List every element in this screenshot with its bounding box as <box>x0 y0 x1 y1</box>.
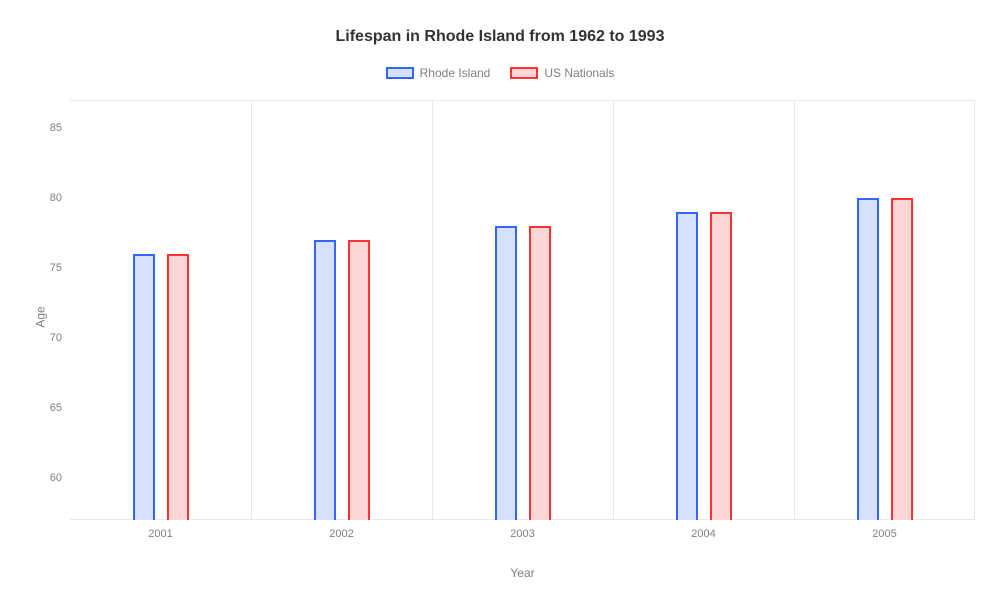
bar <box>314 240 336 520</box>
y-tick-label: 70 <box>50 332 62 344</box>
chart-title: Lifespan in Rhode Island from 1962 to 19… <box>0 28 1000 46</box>
axis-baseline <box>70 519 975 520</box>
legend-label-rhode-island: Rhode Island <box>420 66 491 80</box>
legend-item-us-nationals: US Nationals <box>510 66 614 80</box>
x-tick-label: 2001 <box>148 528 172 540</box>
bar <box>676 212 698 520</box>
bar <box>891 198 913 520</box>
grid-line-vertical <box>613 100 614 520</box>
bar <box>529 226 551 520</box>
bar <box>710 212 732 520</box>
grid-line-horizontal <box>70 100 975 101</box>
bar <box>348 240 370 520</box>
grid-line-vertical <box>974 100 975 520</box>
bar <box>133 254 155 520</box>
x-tick-label: 2005 <box>872 528 896 540</box>
bar <box>167 254 189 520</box>
plot-area: 60657075808520012002200320042005 <box>70 100 975 520</box>
y-tick-label: 80 <box>50 192 62 204</box>
legend-swatch-rhode-island <box>386 67 414 79</box>
legend: Rhode Island US Nationals <box>0 66 1000 80</box>
y-tick-label: 65 <box>50 402 62 414</box>
legend-swatch-us-nationals <box>510 67 538 79</box>
y-tick-label: 75 <box>50 262 62 274</box>
grid-line-vertical <box>794 100 795 520</box>
x-axis-label: Year <box>510 566 534 580</box>
y-axis-label: Age <box>33 306 47 327</box>
chart-container: Lifespan in Rhode Island from 1962 to 19… <box>0 0 1000 600</box>
legend-item-rhode-island: Rhode Island <box>386 66 491 80</box>
grid-line-vertical <box>432 100 433 520</box>
x-tick-label: 2002 <box>329 528 353 540</box>
y-tick-label: 60 <box>50 472 62 484</box>
x-tick-label: 2003 <box>510 528 534 540</box>
bar <box>495 226 517 520</box>
x-tick-label: 2004 <box>691 528 715 540</box>
legend-label-us-nationals: US Nationals <box>544 66 614 80</box>
bar <box>857 198 879 520</box>
grid-line-vertical <box>251 100 252 520</box>
y-tick-label: 85 <box>50 122 62 134</box>
